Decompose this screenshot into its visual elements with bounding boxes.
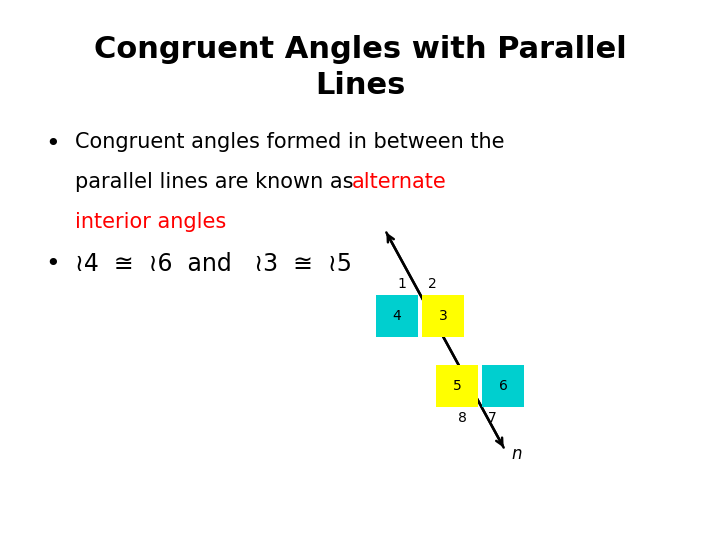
Bar: [422, 295, 464, 337]
Bar: [436, 365, 478, 407]
Text: 7: 7: [487, 411, 496, 425]
Text: •: •: [45, 252, 60, 276]
Text: 4: 4: [392, 309, 401, 323]
Text: Congruent Angles with Parallel
Lines: Congruent Angles with Parallel Lines: [94, 35, 626, 100]
Text: •: •: [45, 132, 60, 156]
Text: ≀4  ≅  ≀6  and   ≀3  ≅  ≀5: ≀4 ≅ ≀6 and ≀3 ≅ ≀5: [75, 252, 352, 276]
Bar: [482, 365, 524, 407]
Text: 5: 5: [453, 379, 462, 393]
Text: parallel lines are known as: parallel lines are known as: [75, 172, 360, 192]
Text: 6: 6: [498, 379, 508, 393]
Text: n: n: [511, 445, 521, 463]
Text: 1: 1: [397, 277, 406, 291]
Text: alternate: alternate: [352, 172, 446, 192]
Bar: [376, 295, 418, 337]
Text: 3: 3: [438, 309, 447, 323]
Text: 8: 8: [458, 411, 467, 425]
Text: interior angles: interior angles: [75, 212, 226, 232]
Text: 2: 2: [428, 277, 436, 291]
Text: Congruent angles formed in between the: Congruent angles formed in between the: [75, 132, 505, 152]
